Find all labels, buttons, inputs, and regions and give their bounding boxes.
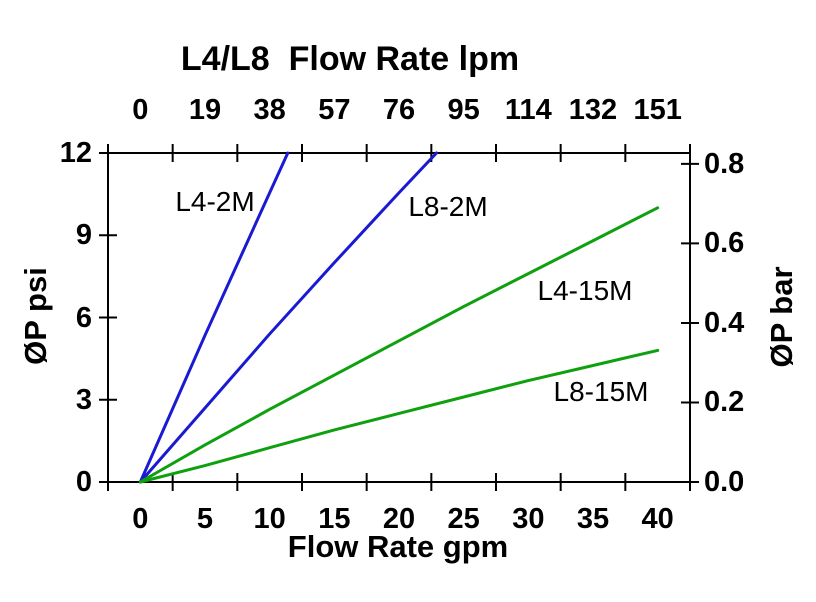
top-axis-tick-label: 0: [132, 94, 149, 126]
right-axis-tick-label: 0.2: [704, 386, 745, 419]
bottom-axis-tick-label: 15: [318, 503, 351, 535]
bottom-axis-tick-label: 5: [196, 503, 214, 535]
bottom-axis-tick-label: 30: [512, 503, 545, 535]
right-axis-tick-label: 0.0: [704, 466, 745, 498]
top-axis-tick-label: 19: [188, 94, 222, 126]
left-axis-tick-label: 9: [75, 219, 92, 252]
right-axis-tick-label: 0.4: [704, 306, 745, 339]
bottom-axis-title: Flow Rate gpm: [287, 529, 509, 564]
top-axis-tick-label: 132: [568, 94, 618, 126]
left-axis-tick-label: 6: [75, 301, 92, 334]
top-axis-tick-label: 114: [504, 94, 552, 126]
top-axis-tick-label: 76: [382, 94, 416, 126]
bottom-axis-tick-label: 20: [382, 503, 416, 535]
left-axis-tick-label: 12: [59, 137, 92, 169]
top-axis-tick-label: 38: [253, 94, 286, 126]
chart-title: L4/L8 Flow Rate lpm: [180, 40, 520, 78]
right-axis-tick-label: 0.6: [704, 227, 745, 260]
top-axis-tick-label: 151: [633, 94, 682, 126]
bottom-axis-tick-label: 10: [253, 503, 286, 535]
bottom-axis-tick-label: 35: [576, 503, 610, 535]
series-line-l4-15m: [138, 206, 660, 484]
right-axis-tick-label: 0.8: [704, 147, 745, 180]
curve-label-l8-2m: L8-2M: [408, 191, 488, 222]
bottom-axis-tick-label: 0: [132, 503, 149, 535]
series-line-l8-15m: [138, 348, 660, 484]
top-axis-tick-label: 95: [447, 94, 480, 126]
bottom-axis-tick-label: 25: [447, 503, 480, 535]
curve-label-l4-2m: L4-2M: [175, 186, 255, 217]
left-axis-tick-label: 0: [75, 466, 92, 498]
series-line-l4-2m: [138, 151, 290, 484]
bottom-axis-tick-label: 40: [641, 503, 674, 535]
top-axis-tick-label: 57: [318, 94, 351, 126]
curve-label-l8-15m: L8-15M: [553, 376, 649, 407]
left-axis-tick-label: 3: [75, 383, 92, 416]
curve-label-l4-15m: L4-15M: [537, 275, 633, 306]
series-line-l8-2m: [138, 151, 439, 484]
